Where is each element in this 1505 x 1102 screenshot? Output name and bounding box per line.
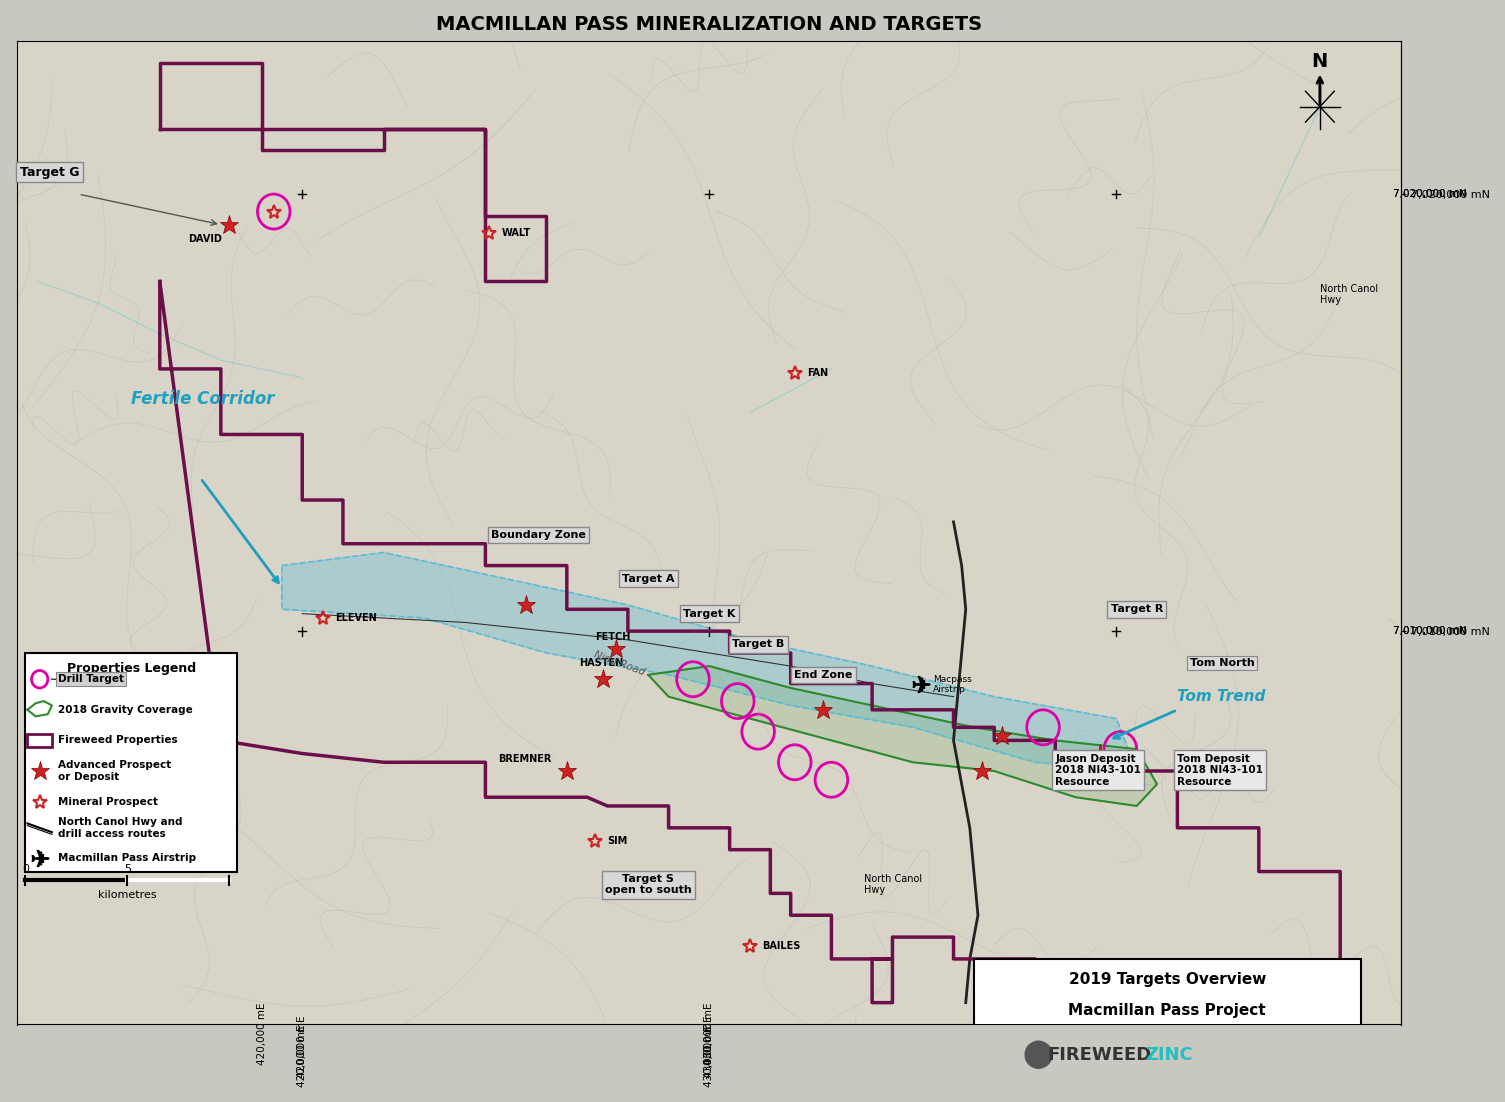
Text: Target A: Target A: [622, 574, 674, 584]
Text: BAILES: BAILES: [762, 941, 801, 951]
Text: Tom Deposit
2018 NI43-101
Resource: Tom Deposit 2018 NI43-101 Resource: [1177, 754, 1263, 787]
Text: Jason Deposit
2018 NI43-101
Resource: Jason Deposit 2018 NI43-101 Resource: [1055, 754, 1141, 787]
Text: Tom North: Tom North: [1189, 658, 1254, 668]
Text: BREMNER: BREMNER: [498, 754, 551, 765]
Text: 7,010,000 mN: 7,010,000 mN: [1394, 626, 1467, 636]
Text: Boundary Zone: Boundary Zone: [491, 530, 585, 540]
Text: 7,020,000 mN: 7,020,000 mN: [1394, 190, 1467, 199]
Text: WALT: WALT: [501, 228, 531, 238]
Text: FAN: FAN: [807, 368, 828, 378]
Text: ⬤: ⬤: [1023, 1040, 1054, 1069]
Text: SIM: SIM: [608, 836, 628, 846]
Text: 430,000 mE: 430,000 mE: [704, 1003, 715, 1066]
Text: FIREWEED: FIREWEED: [1047, 1046, 1151, 1065]
Text: FETCH: FETCH: [596, 631, 631, 641]
Text: HASTEN: HASTEN: [579, 658, 623, 668]
Bar: [27, 734, 51, 747]
Text: 2018 Gravity Coverage: 2018 Gravity Coverage: [59, 705, 193, 715]
FancyBboxPatch shape: [974, 959, 1361, 1081]
Text: DAVID: DAVID: [188, 234, 223, 245]
Polygon shape: [281, 552, 1136, 771]
Text: Tom Trend: Tom Trend: [1177, 689, 1266, 704]
Text: 420,000 mE: 420,000 mE: [298, 1016, 307, 1078]
Text: Macmillan Pass Project: Macmillan Pass Project: [1069, 1003, 1266, 1017]
Text: 430,000 mE: 430,000 mE: [704, 1025, 715, 1087]
Text: ZINC: ZINC: [1145, 1046, 1192, 1065]
Polygon shape: [649, 666, 1157, 806]
Text: 2019 Targets Overview: 2019 Targets Overview: [1069, 972, 1266, 987]
Text: N: N: [1312, 52, 1327, 72]
Text: North Canol
Hwy: North Canol Hwy: [864, 874, 923, 896]
Text: 420,000 mE: 420,000 mE: [256, 1003, 266, 1066]
Title: MACMILLAN PASS MINERALIZATION AND TARGETS: MACMILLAN PASS MINERALIZATION AND TARGET…: [436, 15, 983, 34]
Text: Macmillan Pass Airstrip: Macmillan Pass Airstrip: [59, 853, 196, 863]
Text: North Canol
Hwy: North Canol Hwy: [1320, 283, 1379, 305]
Text: 7,020,000 mN: 7,020,000 mN: [1394, 190, 1467, 199]
Text: Properties Legend: Properties Legend: [66, 661, 196, 674]
Text: Target S
open to south: Target S open to south: [605, 874, 692, 896]
Text: 7,010,000 mN: 7,010,000 mN: [1394, 626, 1467, 636]
Text: Fertile Corridor: Fertile Corridor: [131, 390, 275, 408]
Text: 0: 0: [23, 864, 29, 874]
Text: Nidd Road: Nidd Road: [593, 649, 647, 677]
Text: North Canol Hwy and
drill access routes: North Canol Hwy and drill access routes: [59, 817, 182, 839]
Text: End Zone: End Zone: [795, 670, 852, 680]
Text: Macpass
Airstrip: Macpass Airstrip: [933, 674, 972, 694]
Text: 420,000 mE: 420,000 mE: [298, 1025, 307, 1087]
Text: Target B: Target B: [731, 639, 784, 649]
FancyBboxPatch shape: [26, 653, 238, 872]
Text: 5: 5: [123, 864, 131, 874]
Text: Advanced Prospect
or Deposit: Advanced Prospect or Deposit: [59, 760, 172, 781]
Text: Target R: Target R: [1111, 604, 1163, 614]
Text: Fireweed Properties: Fireweed Properties: [59, 735, 178, 745]
Text: Target G: Target G: [20, 165, 80, 179]
Text: Drill Target: Drill Target: [59, 674, 123, 684]
Text: kilometres: kilometres: [98, 889, 157, 899]
Text: 430,000 mE: 430,000 mE: [704, 1016, 715, 1078]
Text: ELEVEN: ELEVEN: [334, 613, 376, 623]
Text: Target K: Target K: [683, 608, 736, 618]
Text: Mineral Prospect: Mineral Prospect: [59, 797, 158, 807]
Text: Drill Target: Drill Target: [59, 674, 123, 684]
